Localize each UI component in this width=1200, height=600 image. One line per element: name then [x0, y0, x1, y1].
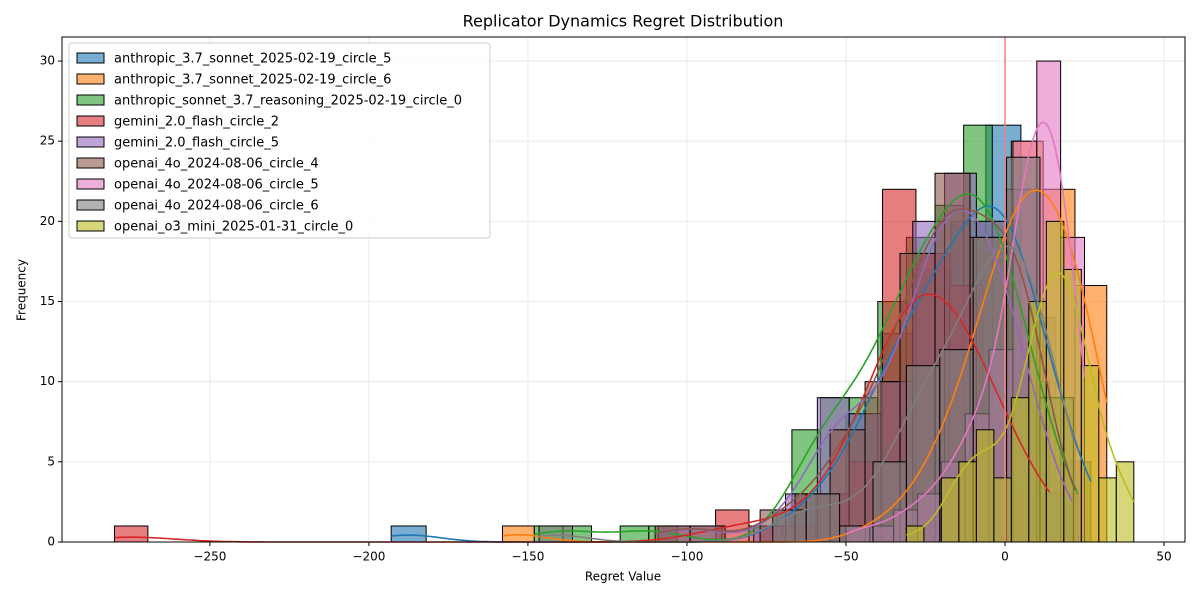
- legend-swatch: [76, 199, 105, 211]
- legend-label: anthropic_3.7_sonnet_2025-02-19_circle_6: [114, 73, 391, 88]
- x-tick-label: 50: [1156, 550, 1171, 564]
- legend-label: openai_4o_2024-08-06_circle_5: [114, 178, 319, 193]
- plot-frame: [61, 36, 1186, 543]
- histogram-bar: [872, 461, 907, 543]
- x-axis-label: Regret Value: [585, 570, 661, 584]
- legend-label: openai_o3_mini_2025-01-31_circle_0: [114, 220, 353, 235]
- legend-swatch: [76, 178, 105, 190]
- y-axis-label: Frequency: [15, 259, 29, 321]
- histogram-bar: [501, 525, 535, 543]
- chart-title: Replicator Dynamics Regret Distribution: [463, 12, 784, 31]
- y-tick-label: 5: [47, 454, 55, 468]
- histogram-bar: [905, 365, 941, 543]
- legend-swatch: [76, 52, 105, 64]
- y-tick-label: 30: [40, 54, 55, 68]
- legend-label: anthropic_sonnet_3.7_reasoning_2025-02-1…: [114, 94, 462, 109]
- legend-swatch: [76, 115, 105, 127]
- x-tick-label: 0: [1001, 550, 1009, 564]
- x-tick-label: −100: [670, 550, 703, 564]
- legend-swatch: [76, 73, 105, 85]
- histogram-bar: [993, 477, 1012, 543]
- legend-swatch: [76, 94, 105, 106]
- legend-label: anthropic_3.7_sonnet_2025-02-19_circle_5: [114, 52, 391, 67]
- y-tick-label: 15: [40, 294, 55, 308]
- histogram-bar: [940, 477, 960, 543]
- legend-swatch: [76, 220, 105, 232]
- legend-swatch: [76, 157, 105, 169]
- legend-label: gemini_2.0_flash_circle_5: [114, 136, 279, 151]
- y-tick-label: 0: [47, 535, 55, 549]
- histogram-bar: [805, 493, 841, 543]
- x-tick-label: −250: [193, 550, 226, 564]
- x-tick-label: −50: [833, 550, 858, 564]
- legend-box: [68, 42, 491, 239]
- kde-curve: [534, 193, 1079, 541]
- y-tick-label: 10: [40, 374, 55, 388]
- x-tick-label: −200: [352, 550, 385, 564]
- legend-label: gemini_2.0_flash_circle_2: [114, 115, 279, 130]
- histogram-bar: [390, 525, 427, 543]
- histogram-bar: [619, 525, 650, 543]
- kde-curve: [906, 271, 1135, 536]
- histogram-bar: [1010, 397, 1030, 543]
- histogram-bar: [113, 525, 149, 543]
- histogram-bar: [1063, 268, 1082, 543]
- kde-curve: [845, 121, 1086, 535]
- histogram-bar: [1115, 461, 1135, 543]
- x-tick-label: −150: [511, 550, 544, 564]
- legend-label: openai_4o_2024-08-06_circle_4: [114, 157, 319, 172]
- legend-label: openai_4o_2024-08-06_circle_6: [114, 199, 319, 214]
- histogram-bar: [958, 461, 977, 543]
- legend-swatch: [76, 136, 105, 148]
- y-tick-label: 25: [40, 134, 55, 148]
- histogram-bar: [1045, 220, 1065, 543]
- histogram-bar: [1098, 477, 1117, 543]
- y-tick-label: 20: [40, 214, 55, 228]
